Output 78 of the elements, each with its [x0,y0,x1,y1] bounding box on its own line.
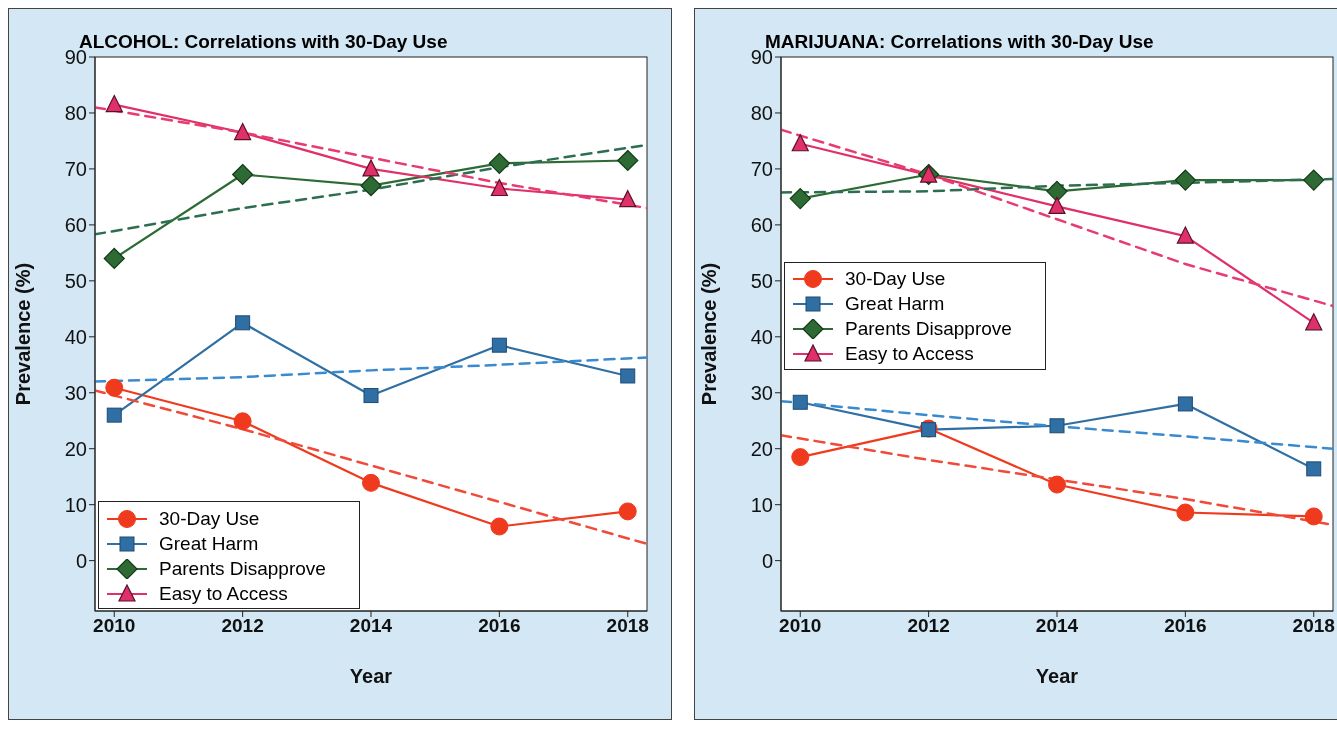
y-tick-label: 20 [750,437,773,460]
point [103,247,125,270]
point [1176,226,1194,244]
line-series [95,356,647,383]
point [1048,196,1066,215]
point [234,122,252,141]
point [491,337,507,353]
point [106,407,122,423]
y-tick-label: 50 [750,269,773,292]
x-tick-label: 2014 [1035,615,1079,637]
point [1303,169,1325,191]
y-tick-label: 0 [75,549,87,572]
point [233,412,252,431]
x-axis-title: Year [349,665,393,687]
point [1174,169,1196,191]
legend-label: Easy to Access [845,343,974,366]
y-tick-label: 70 [64,158,87,181]
y-tick-label: 10 [750,493,773,516]
y-tick-label: 80 [64,102,87,125]
y-axis-title: Prevalence (%) [698,262,721,406]
line-series [781,399,1333,450]
point [618,502,637,521]
legend-label: Easy to Access [159,582,288,605]
point [619,190,637,208]
point [490,178,508,197]
point [362,473,380,492]
legend-label: Great Harm [845,293,945,316]
point [232,163,254,186]
y-tick-label: 0 [761,549,773,572]
y-tick-label: 60 [750,213,773,236]
point [1304,507,1323,526]
y-tick-label: 70 [750,158,773,181]
point [792,394,808,410]
point [617,149,639,172]
x-tick-label: 2010 [779,615,822,637]
y-tick-label: 80 [750,102,773,125]
legend-label: Great Harm [159,532,259,555]
y-tick-label: 40 [750,325,773,348]
legend-label: 30-Day Use [159,507,260,530]
point [1306,461,1322,477]
x-tick-label: 2010 [93,615,136,637]
point [360,175,382,197]
y-tick-label: 20 [64,437,87,460]
legend-label: Parents Disapprove [845,318,1012,341]
y-tick-label: 30 [64,381,87,404]
x-tick-label: 2018 [606,615,649,637]
y-tick-label: 50 [64,269,87,292]
point [1305,313,1323,331]
point [620,368,636,384]
x-axis-title: Year [1035,665,1079,687]
x-tick-label: 2012 [221,615,264,637]
y-tick-label: 30 [750,381,773,404]
x-tick-label: 2016 [1164,615,1207,637]
x-tick-label: 2016 [478,615,521,637]
point [1177,396,1193,412]
x-tick-label: 2014 [349,615,393,637]
point [363,388,379,404]
point [490,517,509,536]
legend-label: Parents Disapprove [159,557,326,580]
y-tick-label: 10 [64,493,87,516]
point [362,159,380,177]
point [488,152,510,174]
point [789,187,811,210]
y-axis-title: Prevalence (%) [12,262,35,406]
point [791,134,809,152]
legend-label: 30-Day Use [845,268,946,291]
point [1048,475,1066,494]
x-tick-label: 2012 [907,615,950,637]
point [105,94,123,113]
point [1046,180,1068,202]
point [791,448,810,467]
point [1049,418,1065,434]
point [1176,503,1195,522]
point [105,378,124,397]
y-tick-label: 60 [64,213,87,236]
y-tick-label: 40 [64,325,87,348]
x-tick-label: 2018 [1292,615,1335,637]
point [235,315,251,331]
